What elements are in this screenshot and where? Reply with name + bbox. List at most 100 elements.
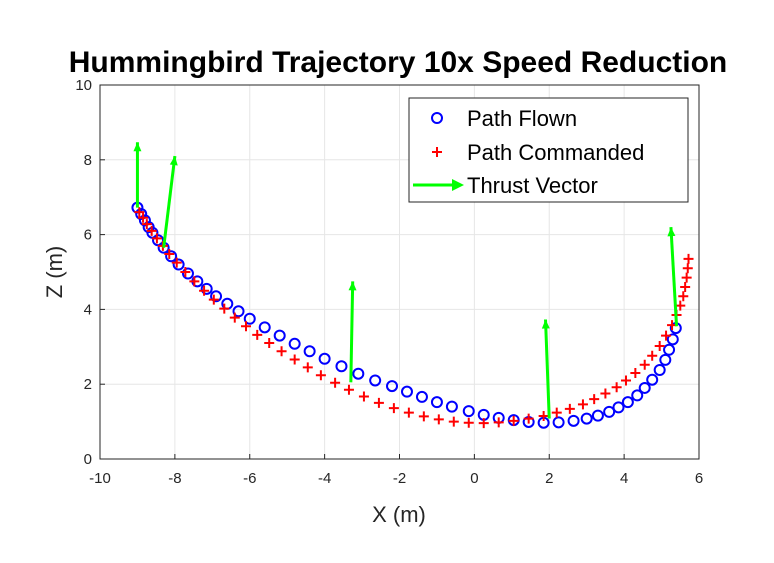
x-tick-label: -4 [318, 470, 331, 487]
path-commanded-point [463, 417, 474, 428]
x-tick-label: 4 [620, 470, 628, 487]
path-commanded-point [589, 394, 600, 405]
path-commanded-point [433, 414, 444, 425]
path-commanded-point [315, 370, 326, 381]
path-flown-point [335, 360, 348, 373]
path-flown-point [232, 305, 245, 318]
path-commanded-point [538, 410, 549, 421]
path-commanded-point [620, 375, 631, 386]
x-axis-label: X (m) [372, 502, 426, 527]
path-commanded-point [675, 300, 686, 311]
legend-arrowhead-thrust-vector [452, 179, 464, 191]
path-flown-point [318, 352, 331, 365]
y-tick-label: 4 [84, 301, 92, 318]
path-commanded-point [343, 384, 354, 395]
path-commanded-point [138, 212, 149, 223]
thrust-vector-arrow [133, 142, 142, 208]
path-commanded-point [564, 403, 575, 414]
path-commanded-point [180, 267, 191, 277]
path-commanded-point [289, 354, 300, 365]
legend-marker-path-commanded [432, 147, 442, 157]
path-flown-point [445, 400, 458, 413]
path-commanded-point [252, 329, 263, 340]
path-commanded-point [134, 207, 145, 218]
path-flown-point [181, 267, 194, 280]
path-flown-point [621, 396, 634, 409]
path-flown-point [552, 416, 565, 429]
path-flown-point [415, 390, 428, 403]
path-flown-point [567, 414, 580, 427]
path-commanded-point [418, 411, 429, 422]
path-flown-point [591, 409, 604, 422]
x-tick-label: -6 [243, 470, 256, 487]
path-commanded-point [330, 377, 341, 388]
path-commanded-point [551, 407, 562, 418]
path-commanded-point [661, 330, 672, 341]
chart-title: Hummingbird Trajectory 10x Speed Reducti… [69, 46, 727, 79]
path-flown-point [258, 321, 271, 334]
path-commanded-point [219, 303, 230, 314]
x-tick-label: -2 [393, 470, 406, 487]
path-flown-point [243, 312, 256, 325]
path-flown-point [210, 290, 223, 303]
path-commanded-point [448, 416, 459, 427]
path-commanded-point [199, 285, 210, 296]
path-commanded-point [478, 418, 489, 429]
path-commanded-point [654, 341, 665, 352]
path-flown-point [430, 396, 443, 409]
path-commanded-point [680, 281, 691, 292]
path-flown-point [138, 214, 151, 227]
path-flown-point [663, 343, 676, 356]
path-commanded-point [678, 291, 689, 302]
x-tick-label: -8 [168, 470, 181, 487]
thrust-vector-arrow [667, 227, 679, 327]
path-flown-point [666, 333, 679, 346]
x-tick-label: -10 [89, 470, 111, 487]
y-tick-label: 2 [84, 376, 92, 393]
path-commanded-point [508, 415, 519, 426]
y-axis-label: Z (m) [42, 246, 67, 299]
y-tick-label: 10 [75, 77, 92, 94]
path-commanded-point [141, 219, 152, 230]
path-flown-point [462, 405, 475, 418]
path-commanded-point [264, 338, 275, 349]
path-commanded-point [647, 350, 658, 361]
legend-marker-path-flown [431, 112, 443, 124]
path-flown-point [172, 258, 185, 271]
path-flown-point [638, 381, 651, 394]
path-commanded-point [630, 367, 641, 378]
path-commanded-point [189, 276, 200, 287]
path-flown-point [603, 405, 616, 418]
path-commanded-point [611, 382, 622, 393]
path-commanded-point [639, 359, 650, 370]
path-commanded-point [403, 407, 414, 418]
x-tick-label: 2 [545, 470, 553, 487]
path-commanded-point [682, 263, 693, 274]
path-commanded-point [146, 225, 157, 236]
x-tick-label: 6 [695, 470, 703, 487]
path-flown-point [612, 401, 625, 414]
path-commanded-point [229, 312, 240, 323]
path-flown-point [369, 374, 382, 387]
legend-label-path-flown: Path Flown [467, 106, 577, 131]
legend-label-thrust-vector: Thrust Vector [467, 173, 598, 198]
path-commanded-point [208, 294, 219, 305]
x-tick-label: 0 [470, 470, 478, 487]
path-commanded-point [523, 413, 534, 424]
path-flown-point [200, 282, 213, 295]
path-flown-point [659, 353, 672, 366]
path-flown-point [352, 367, 365, 380]
path-flown-point [386, 380, 399, 393]
path-commanded-point [493, 417, 504, 428]
thrust-vector-arrow [541, 319, 551, 419]
path-commanded-point [171, 257, 182, 268]
y-tick-label: 6 [84, 227, 92, 244]
path-flown-point [400, 385, 413, 398]
legend: Path Flown Path Commanded Thrust Vector [408, 97, 689, 203]
path-flown-point [580, 412, 593, 425]
thrust-vector-arrow [348, 281, 357, 383]
legend-label-path-commanded: Path Commanded [467, 140, 644, 165]
thrust-vector-arrow [162, 155, 178, 248]
path-flown-point [653, 363, 666, 376]
